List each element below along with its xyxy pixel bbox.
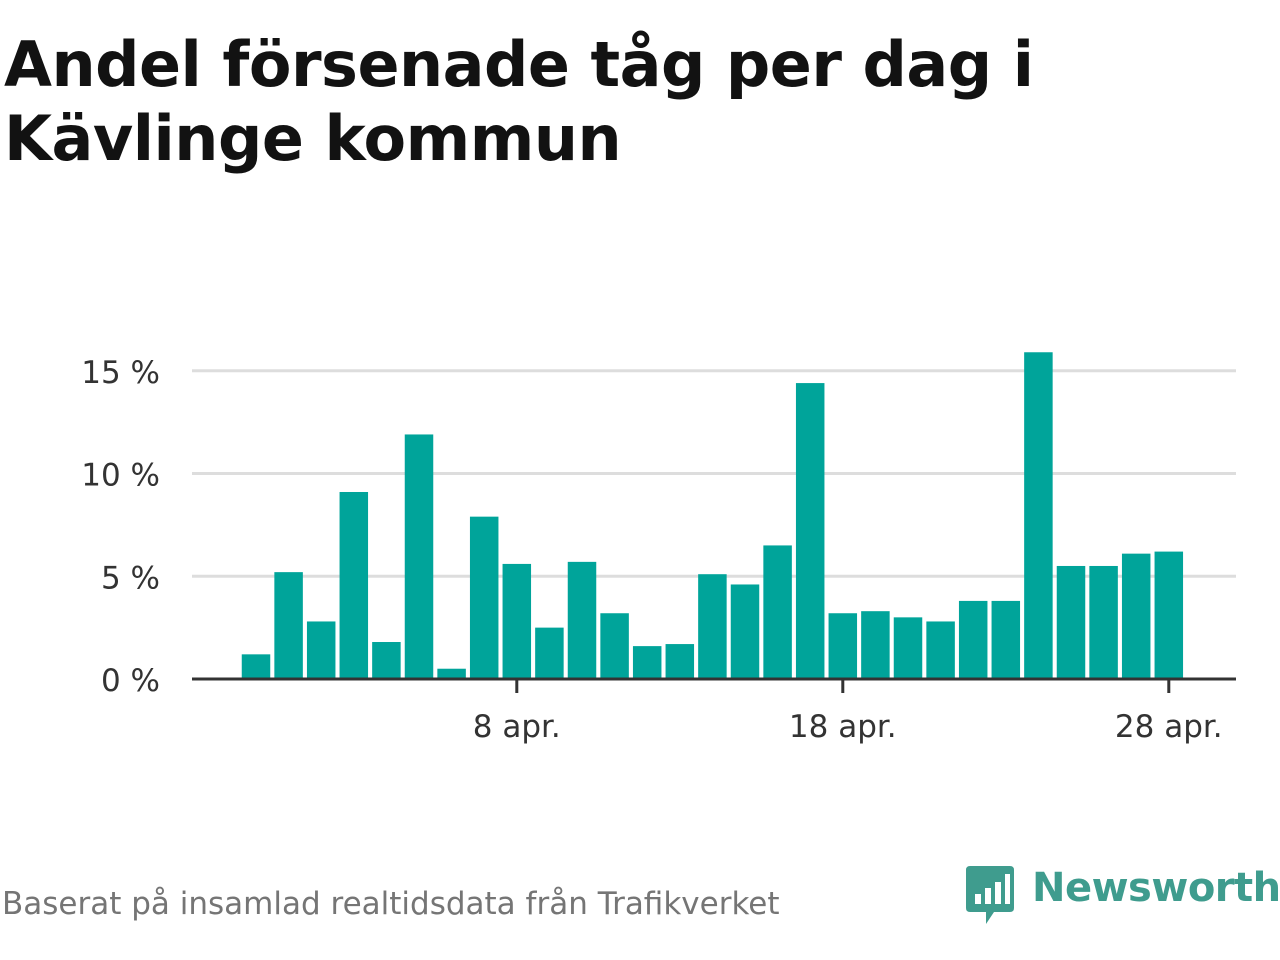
bar [795,383,825,679]
bar [698,574,727,679]
bar [1024,352,1053,679]
bar [339,491,369,679]
bar [372,642,401,679]
bar [828,613,858,679]
bar [763,545,792,679]
y-tick-label: 0 % [101,663,160,699]
bar [861,611,890,679]
bar [665,644,695,679]
bar [502,563,532,679]
bar-chart: 0 % 5 % 10 % 15 % 8 apr. 18 apr. 28 apr. [81,352,1236,745]
bars [241,352,1184,679]
bar [306,621,336,679]
bar [926,621,955,679]
y-tick-label: 15 % [81,355,160,391]
bar [893,617,923,679]
x-tick-label: 18 apr. [789,709,897,745]
bar [632,646,662,679]
bar [469,516,499,679]
source-note: Baserat på insamlad realtidsdata från Tr… [2,886,780,922]
y-tick-label: 10 % [81,458,160,494]
x-tick-label: 8 apr. [473,709,561,745]
brand-name: Newsworthy [1032,865,1280,911]
bar [404,434,434,679]
bar [1154,551,1184,679]
bar [991,600,1021,679]
bar [1089,565,1118,679]
bar [241,654,271,679]
bar [958,600,988,679]
chart-title: Andel försenade tåg per dag i Kävlinge k… [4,28,1034,175]
y-tick-label: 5 % [101,560,160,596]
bar [730,584,760,679]
bar [567,561,597,679]
x-tick-label: 28 apr. [1115,709,1223,745]
bar [600,613,629,679]
axes: 0 % 5 % 10 % 15 % 8 apr. 18 apr. 28 apr. [81,355,1236,745]
bar [274,572,303,679]
bar [437,668,466,679]
newsworthy-logo-icon [966,866,1014,924]
bar [535,627,564,679]
bar [1056,565,1086,679]
bar [1121,553,1151,679]
